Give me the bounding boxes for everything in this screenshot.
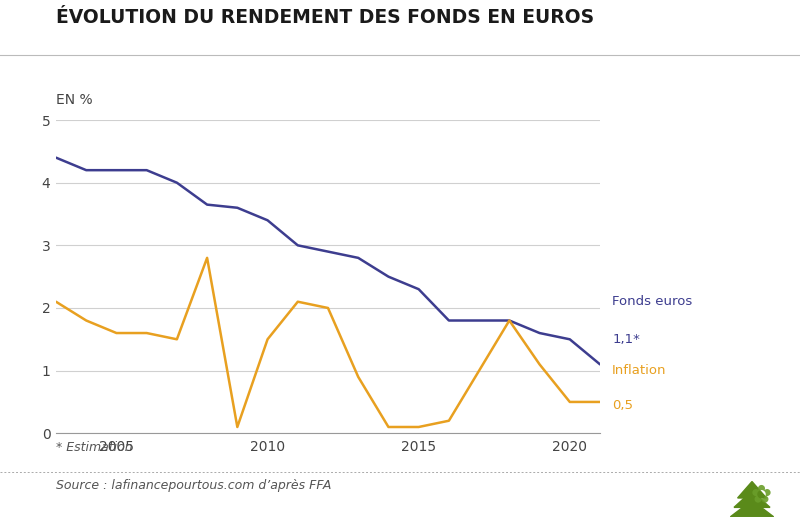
Text: Inflation: Inflation [612,364,666,377]
Text: ✿: ✿ [751,483,772,507]
Text: 0,5: 0,5 [612,399,633,412]
Text: 1,1*: 1,1* [612,333,640,346]
Text: EN %: EN % [56,93,93,107]
Polygon shape [738,481,766,498]
Polygon shape [734,491,770,507]
Text: ÉVOLUTION DU RENDEMENT DES FONDS EN EUROS: ÉVOLUTION DU RENDEMENT DES FONDS EN EURO… [56,8,594,27]
Text: Fonds euros: Fonds euros [612,295,692,308]
Polygon shape [730,500,774,517]
Text: Source : lafinancepourtous.com d’après FFA: Source : lafinancepourtous.com d’après F… [56,479,331,492]
Text: * Estimation: * Estimation [56,441,133,454]
